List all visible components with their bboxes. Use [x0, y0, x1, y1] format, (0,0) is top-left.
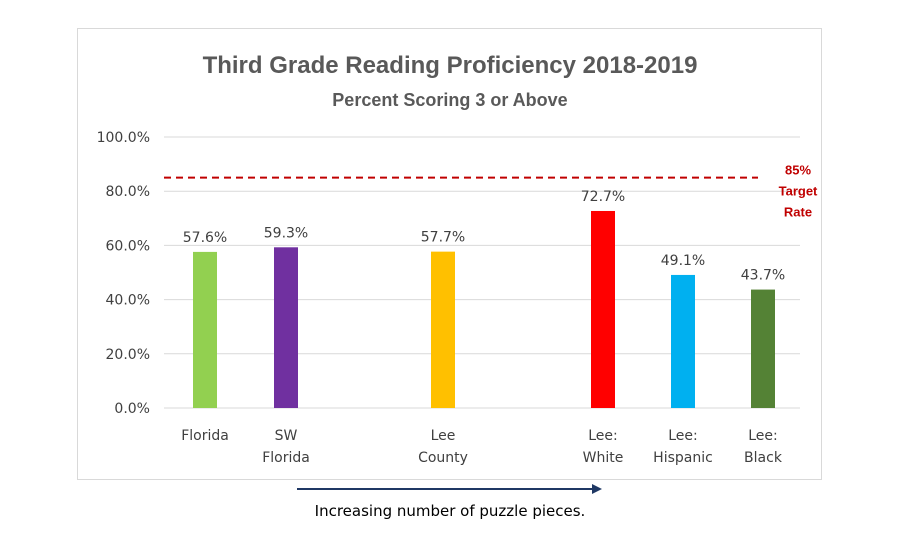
category-label: Black	[744, 450, 783, 466]
data-label: 57.6%	[183, 230, 227, 246]
arrow-head-icon	[592, 484, 602, 494]
target-rate-label: Rate	[784, 205, 812, 220]
chart-caption: Increasing number of puzzle pieces.	[314, 502, 586, 520]
data-label: 43.7%	[741, 268, 785, 284]
bars	[193, 210, 775, 408]
data-label: 57.7%	[421, 230, 465, 246]
category-label: Florida	[262, 450, 310, 466]
target-rate-label: Target	[779, 184, 818, 199]
chart-title: Third Grade Reading Proficiency 2018-201…	[203, 52, 698, 79]
y-tick-label: 20.0%	[106, 347, 150, 363]
y-tick-label: 100.0%	[97, 130, 150, 146]
target-rate-label: 85%	[785, 163, 811, 178]
bar	[591, 210, 615, 408]
bar	[751, 289, 775, 408]
data-labels: 57.6% 59.3% 57.7% 72.7% 49.1% 43.7%	[183, 189, 785, 284]
y-tick-label: 60.0%	[106, 238, 150, 254]
category-label: White	[583, 450, 624, 466]
y-tick-label: 80.0%	[106, 184, 150, 200]
data-label: 72.7%	[581, 189, 625, 205]
data-label: 59.3%	[264, 225, 308, 241]
bar-chart: Third Grade Reading Proficiency 2018-201…	[97, 52, 818, 466]
x-axis-category-labels: Florida SW Florida Lee County Lee: White Lee: Hi…	[181, 428, 783, 466]
bar	[671, 274, 695, 408]
target-rate-line: 85% Target Rate	[164, 163, 818, 220]
bar	[274, 247, 298, 408]
y-tick-label: 0.0%	[114, 401, 150, 417]
bar	[431, 251, 455, 408]
category-label: Lee	[431, 428, 456, 444]
data-label: 49.1%	[661, 253, 705, 269]
category-label: Lee:	[748, 428, 778, 444]
category-label: County	[418, 450, 468, 466]
bar	[193, 251, 217, 408]
y-tick-label: 40.0%	[106, 293, 150, 309]
chart-area: Third Grade Reading Proficiency 2018-201…	[77, 28, 822, 480]
y-axis-tick-labels: 0.0% 20.0% 40.0% 60.0% 80.0% 100.0%	[97, 130, 150, 417]
category-label: Hispanic	[653, 450, 713, 466]
category-label: Lee:	[668, 428, 698, 444]
category-label: Lee:	[588, 428, 618, 444]
category-label: Florida	[181, 428, 229, 444]
category-label: SW	[275, 428, 298, 444]
chart-subtitle: Percent Scoring 3 or Above	[332, 90, 567, 110]
